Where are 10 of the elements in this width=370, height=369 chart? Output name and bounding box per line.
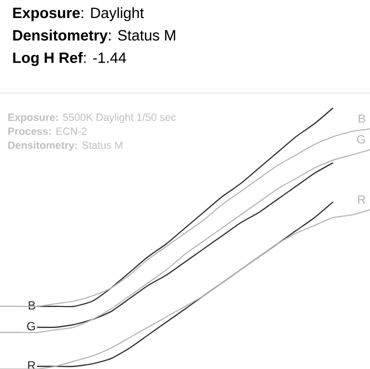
series-label: G	[357, 135, 365, 144]
text: Densitometry: Status M	[13, 30, 176, 44]
text: Log H Ref: -1.44	[13, 52, 126, 66]
series-label: B	[358, 114, 366, 123]
series-label: G	[27, 322, 35, 330]
series-label: R	[358, 195, 366, 204]
text: Exposure: Daylight	[13, 7, 144, 22]
annotation: Densitometry: Status M	[8, 141, 122, 151]
annotation: Process: ECN-2	[8, 128, 87, 135]
annotation: Exposure: 5500K Daylight 1/50 sec	[8, 113, 176, 124]
